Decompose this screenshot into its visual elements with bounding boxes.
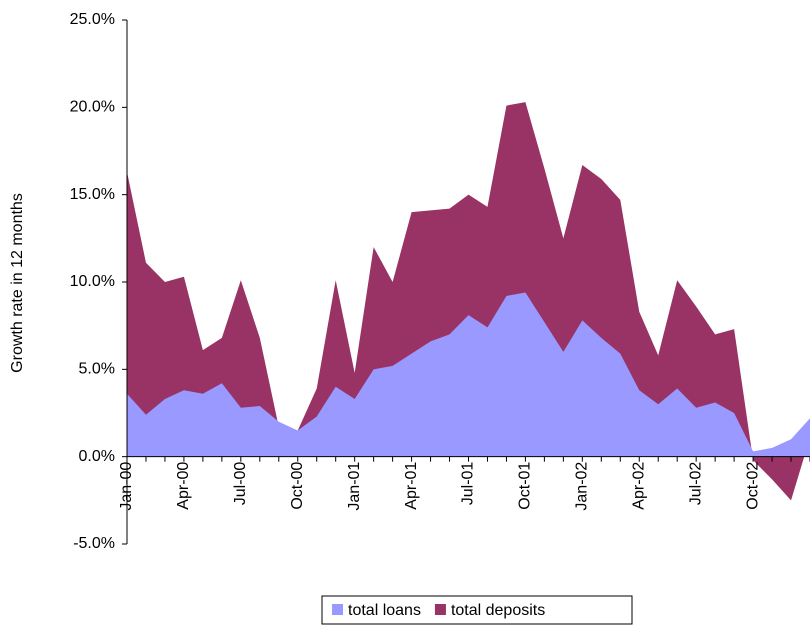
y-tick-label: 0.0% [79,448,115,465]
x-tick-label: Oct-00 [289,462,306,510]
x-tick-label: Jan-02 [574,462,591,511]
x-tick-label: Jan-01 [346,462,363,511]
x-tick-label: Apr-00 [175,462,192,510]
x-tick-label: Jul-01 [460,462,477,506]
y-tick-label: -5.0% [73,535,115,552]
legend-label: total loans [348,602,421,619]
legend-swatch [434,604,446,615]
x-tick-label: Apr-02 [630,462,647,510]
x-tick-label: Oct-01 [517,462,534,510]
legend-box [321,595,633,625]
area [127,292,810,457]
x-tick-label: Jul-00 [232,462,249,506]
y-tick-label: 10.0% [70,273,115,290]
x-tick-label: Jul-02 [687,462,704,506]
x-tick-label: Apr-01 [403,462,420,510]
legend-label: total deposits [451,602,545,619]
y-axis-label: Growth rate in 12 months [9,193,26,373]
y-tick-label: 15.0% [70,186,115,203]
legend: total loans total deposits [321,595,633,625]
y-tick-label: 20.0% [70,99,115,116]
x-tick-label: Oct-02 [744,462,761,510]
legend-swatch [332,604,343,615]
y-tick-label: 5.0% [79,361,115,378]
x-tick-label: Jan-00 [118,462,135,511]
y-tick-label: 25.0% [70,11,115,28]
